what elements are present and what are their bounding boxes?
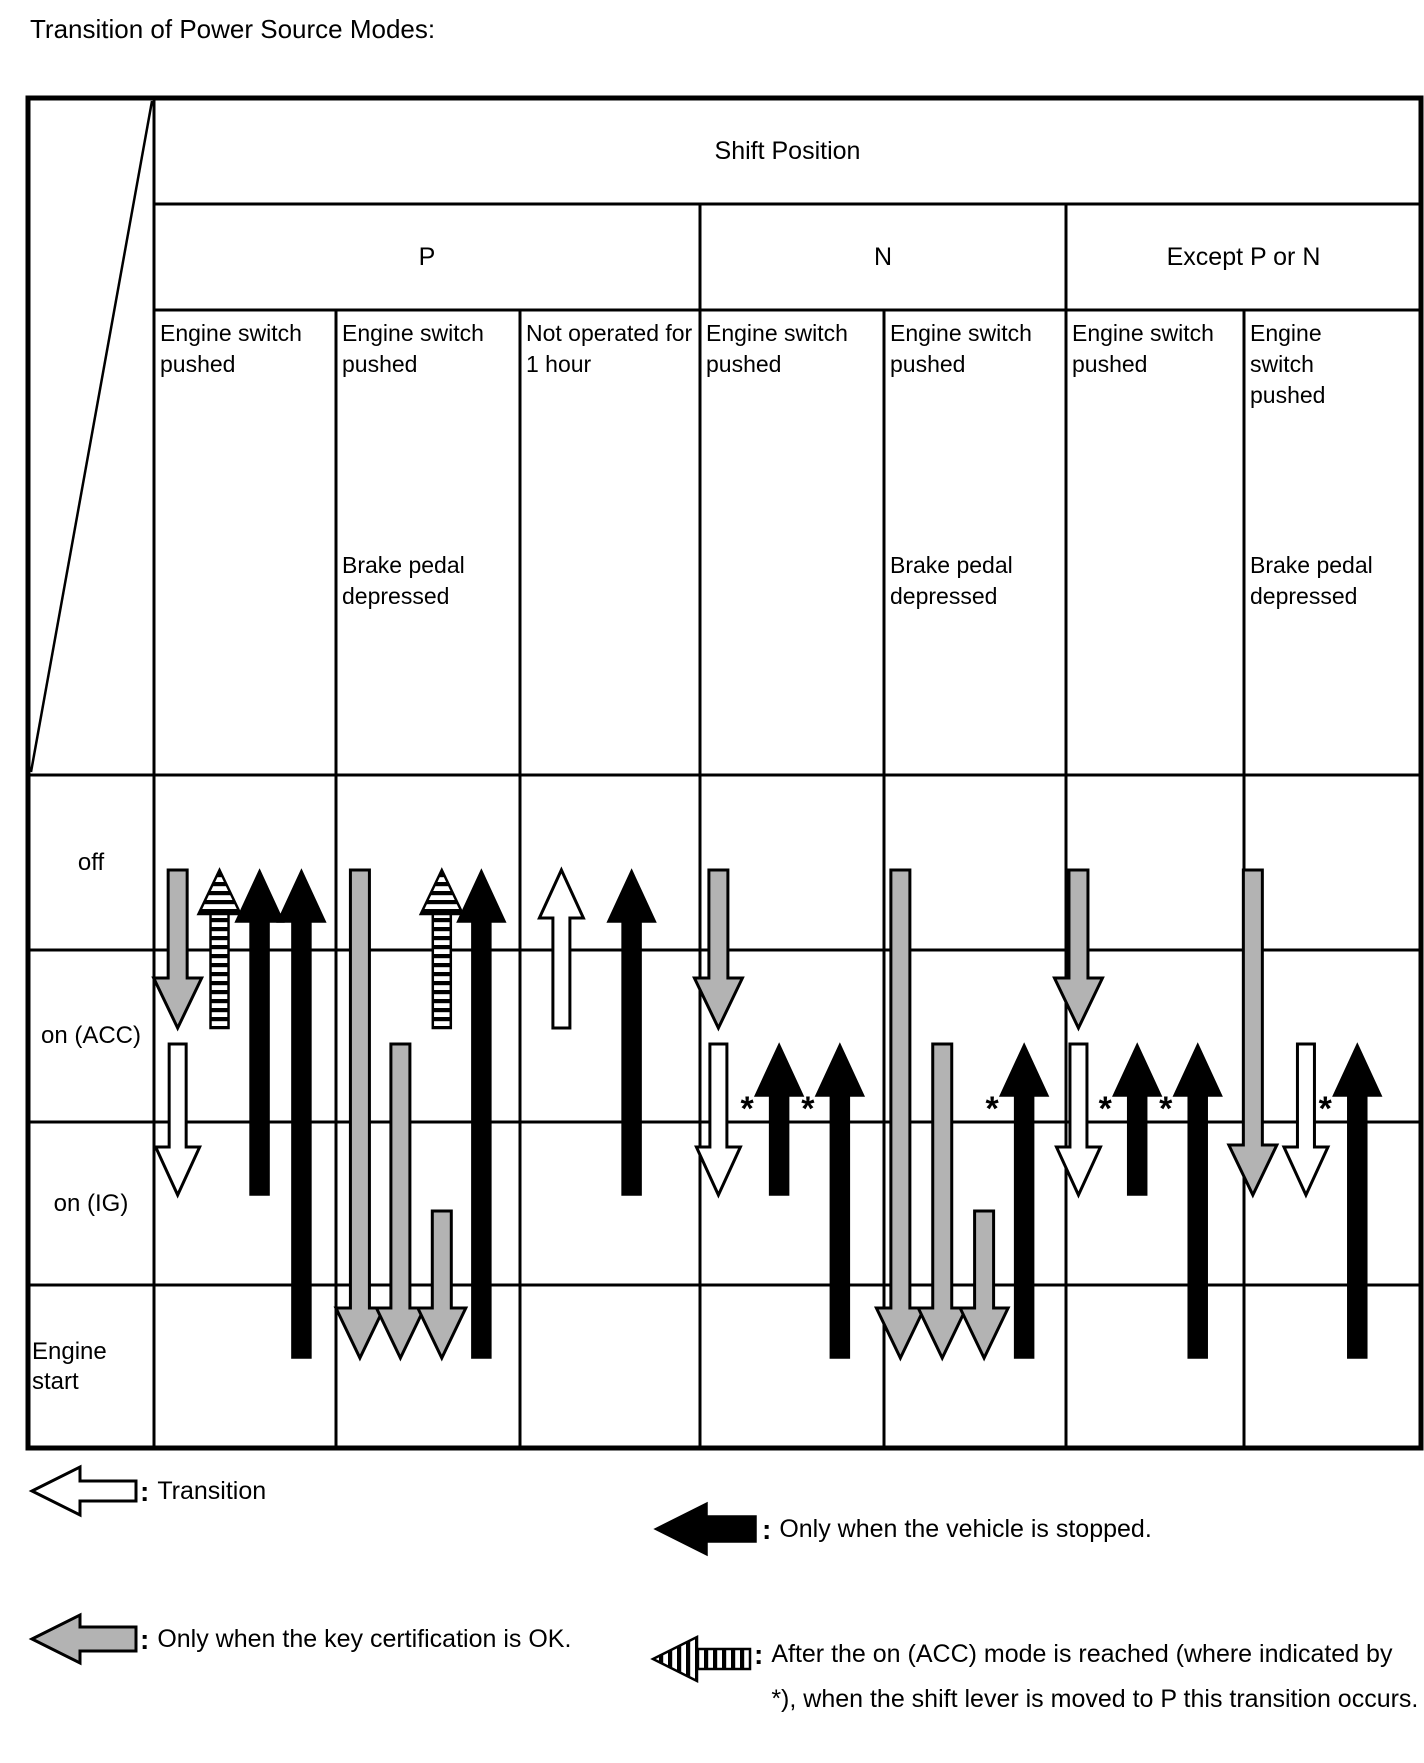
header-group-p: P [418, 242, 436, 271]
legend-caption: After the on (ACC) mode is reached (wher… [771, 1640, 1419, 1713]
acc-reached-asterisk-marker: * [986, 1090, 1000, 1128]
gray-arrow-off-to-acc [1052, 868, 1105, 1032]
condition-cell-except-engine-switch: Engine switch pushed [1066, 310, 1244, 775]
condition-cell-p-not-operated: Not operated for 1 hour [520, 310, 700, 775]
legend-colon: : [140, 1475, 150, 1507]
white-arrow-acc-to-ig [153, 1042, 202, 1199]
acc-reached-asterisk-marker: * [1319, 1090, 1333, 1128]
hatched-arrow-acc-to-off [418, 867, 465, 1030]
black-arrow-ig-to-acc [1112, 1042, 1163, 1196]
legend-caption: Only when the key certification is OK. [157, 1624, 572, 1653]
black-arrow-ig-to-off [234, 868, 285, 1196]
acc-reached-asterisk-marker: * [741, 1090, 755, 1128]
hatched-arrow-acc-to-off [196, 867, 243, 1030]
black-arrow-es-to-acc [998, 1042, 1050, 1359]
gray-arrow-acc-to-es [915, 1042, 969, 1362]
gray-arrow-off-to-es [873, 868, 927, 1362]
condition-line2: Brake pedal depressed [890, 552, 1013, 609]
header-group-except-p-or-n: Except P or N [1166, 242, 1321, 271]
black-left-arrow-icon [653, 1501, 757, 1557]
acc-reached-asterisk-marker: * [1159, 1090, 1173, 1128]
legend-caption: Only when the vehicle is stopped. [779, 1514, 1152, 1543]
black-arrow-es-to-acc [814, 1042, 866, 1359]
gray-arrow-ig-to-es [415, 1209, 469, 1362]
legend-caption: Transition [157, 1476, 267, 1505]
legend-item-transition: : Transition [28, 1462, 266, 1520]
white-left-arrow-icon [28, 1464, 138, 1518]
white-arrow-acc-to-off [537, 866, 586, 1030]
black-arrow-es-to-off [456, 868, 507, 1359]
acc-reached-asterisk-marker: * [801, 1090, 815, 1128]
black-arrow-es-to-acc [1172, 1042, 1223, 1359]
black-arrow-es-to-acc [1332, 1042, 1383, 1359]
condition-cell-p-engine-switch: Engine switch pushed [154, 310, 336, 775]
row-label-on-ig: on (IG) [53, 1189, 129, 1217]
gray-left-arrow-icon [28, 1612, 138, 1666]
legend-item-key-certification: : Only when the key certification is OK. [28, 1610, 571, 1668]
black-arrow-ig-to-acc [753, 1042, 805, 1196]
gray-arrow-off-to-ig [1226, 868, 1280, 1199]
acc-reached-asterisk-marker: * [1099, 1090, 1113, 1128]
legend-item-vehicle-stopped: : Only when the vehicle is stopped. [652, 1500, 1152, 1558]
condition-cell-p-engine-switch-brake: Engine switch pushed Brake pedal depress… [336, 310, 520, 775]
gray-arrow-ig-to-es [957, 1209, 1011, 1362]
condition-line1: Not operated for 1 hour [526, 320, 693, 377]
gray-arrow-off-to-es [333, 868, 387, 1362]
white-arrow-acc-to-ig [1281, 1042, 1331, 1199]
gray-arrow-off-to-acc [151, 868, 205, 1032]
legend-item-after-acc-reached: : After the on (ACC) mode is reached (wh… [650, 1632, 1424, 1722]
white-arrow-acc-to-ig [694, 1042, 743, 1199]
row-label-engine-start: Engine start [32, 1337, 107, 1395]
condition-line1: Engine switch pushed [342, 320, 484, 377]
condition-line1: Engine switch pushed [1072, 320, 1214, 377]
row-label-on-acc: on (ACC) [40, 1022, 142, 1049]
header-shift-position: Shift Position [714, 136, 861, 165]
black-arrow-ig-to-off [606, 868, 657, 1196]
gray-arrow-acc-to-es [374, 1042, 427, 1362]
header-diagonal-line [29, 100, 154, 773]
hatched-left-arrow-icon [650, 1634, 752, 1684]
row-label-off: off [77, 848, 105, 876]
black-arrow-es-to-off [276, 868, 327, 1359]
header-group-n: N [873, 242, 893, 271]
gray-arrow-off-to-acc [692, 868, 745, 1032]
condition-line1: Engine switch pushed [706, 320, 848, 377]
legend-colon: : [762, 1513, 772, 1545]
condition-cell-n-engine-switch-brake: Engine switch pushed Brake pedal depress… [884, 310, 1066, 775]
condition-line1: Engine switch pushed [1250, 320, 1326, 408]
white-arrow-acc-to-ig [1054, 1042, 1103, 1199]
legend-colon: : [140, 1623, 150, 1655]
condition-cell-n-engine-switch: Engine switch pushed [700, 310, 884, 775]
condition-line1: Engine switch pushed [160, 320, 302, 377]
asterisk-markers-layer: * * * * * * [741, 1090, 1333, 1128]
condition-line2: Brake pedal depressed [1250, 552, 1373, 609]
condition-line2: Brake pedal depressed [342, 552, 465, 609]
legend-colon: : [754, 1639, 764, 1670]
condition-line1: Engine switch pushed [890, 320, 1032, 377]
page-title: Transition of Power Source Modes: [30, 14, 436, 44]
condition-cell-except-engine-switch-brake: Engine switch pushed Brake pedal depress… [1244, 310, 1421, 775]
transition-arrows-layer [151, 866, 1383, 1362]
